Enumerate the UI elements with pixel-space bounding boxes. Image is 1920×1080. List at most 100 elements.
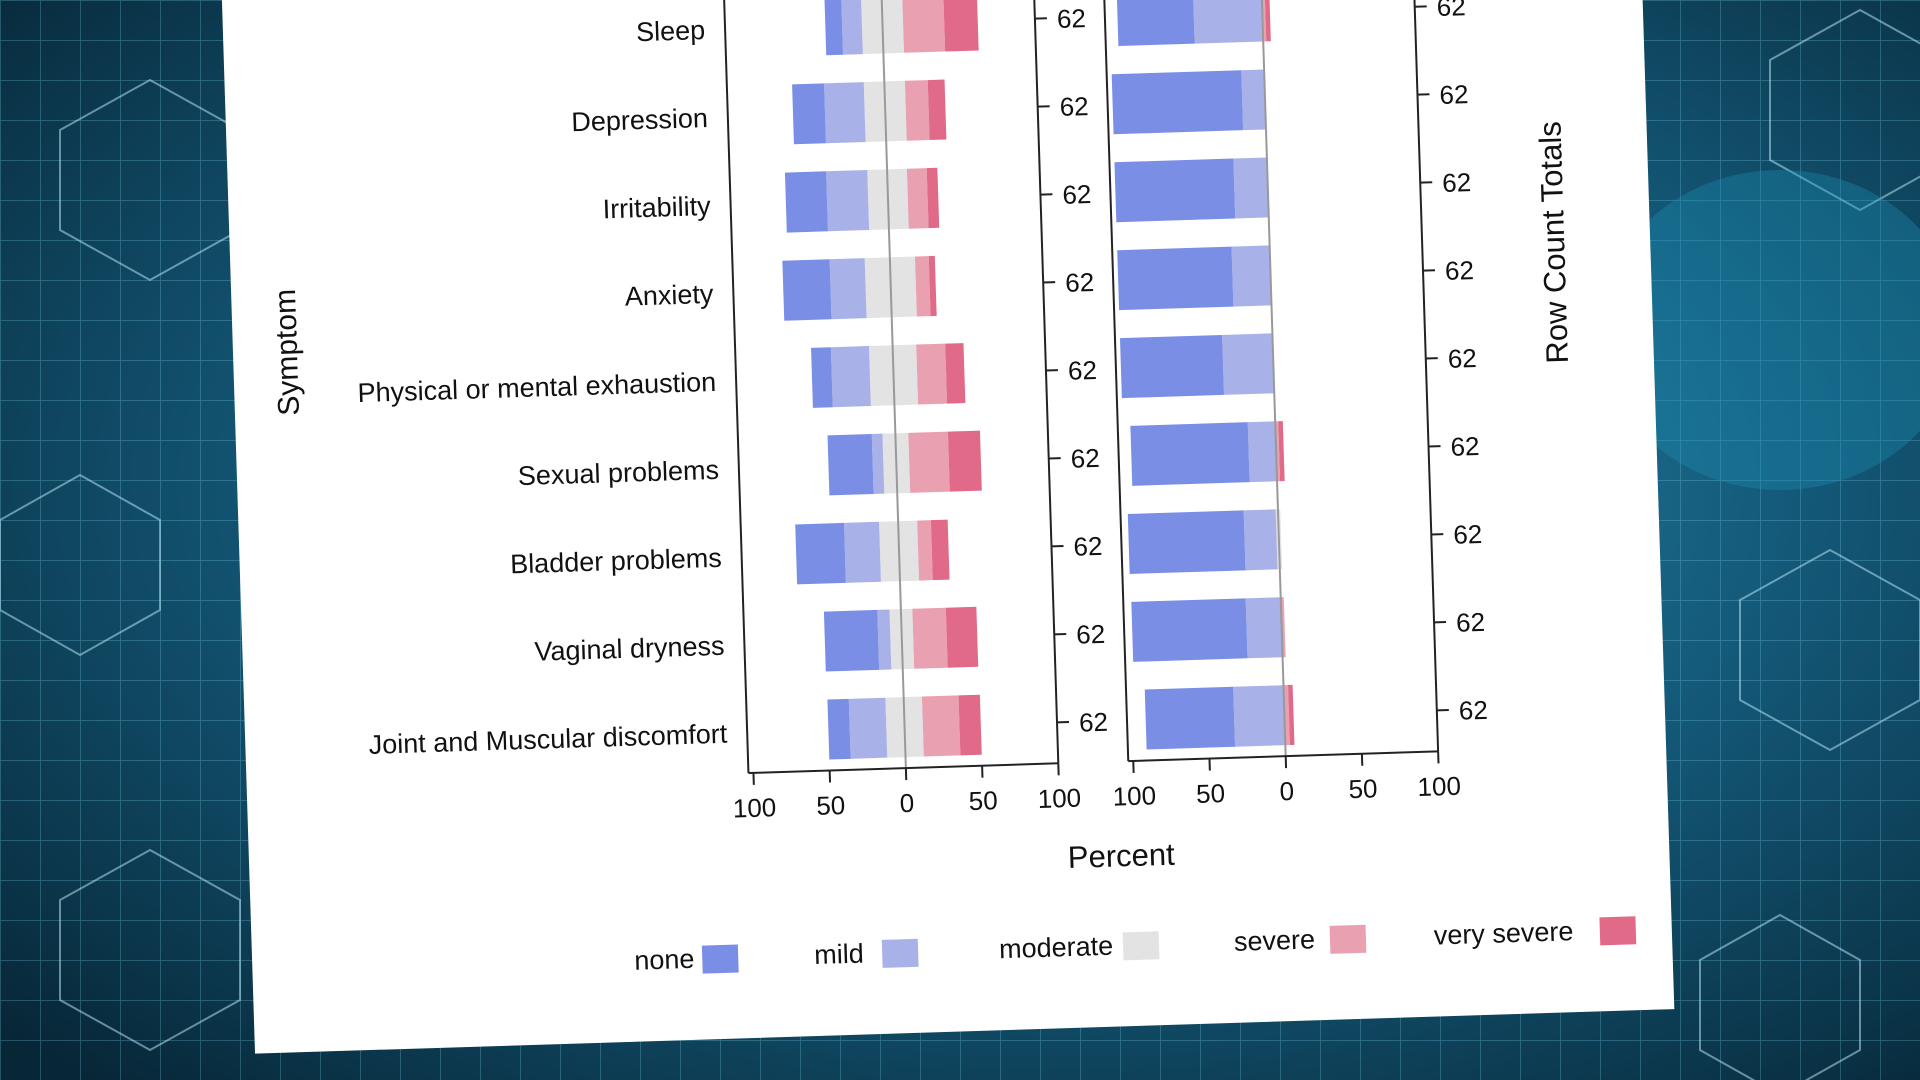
row-total-label: 62 [1065,267,1095,298]
row-total-label: 62 [1076,619,1106,650]
bar-segment [829,258,867,320]
category-label: Sexual problems [517,455,719,491]
bar-segment [1264,0,1271,42]
row-total-label: 62 [1056,3,1086,34]
bar-segment [792,83,826,145]
x-tick-label: 100 [1037,783,1081,814]
category-label: Vaginal dryness [534,631,725,667]
right-axis-title: Row Count Totals [1532,121,1575,364]
bar-segment [1111,70,1244,135]
x-tick-label: 50 [968,785,998,816]
bar-segment [830,346,871,408]
bar-segment [824,0,844,56]
bar-segment [930,519,950,581]
bar-segment [1130,422,1250,486]
legend: none mild moderate severe very severe [634,916,1637,976]
x-tick-label: 50 [816,790,846,821]
row-total-label: 62 [1059,91,1089,122]
legend-swatch [1599,916,1637,946]
x-tick-label: 100 [1417,771,1461,802]
bar-segment [823,609,880,672]
legend-label: mild [814,939,864,971]
bar-segment [1119,334,1224,399]
zero-line [879,0,907,769]
bar-segment [1144,686,1236,750]
row-total-label: 62 [1453,519,1483,550]
x-axis-title: Percent [1067,837,1175,875]
y-axis-title: Symptom [269,288,306,416]
bar-segment [917,520,933,581]
bar-segment [1288,684,1295,746]
bar-segment [1192,0,1264,44]
panel-left-axis [1101,0,1130,762]
row-total-label: 62 [1447,343,1477,374]
bar-segment [871,433,885,494]
x-tick-label: 100 [1112,780,1156,811]
row-total-label: 62 [1458,695,1488,726]
x-tick-label: 0 [1279,776,1294,806]
bar-segment [1241,69,1266,131]
x-axis-line [1128,750,1439,763]
bar-segment [827,698,851,760]
bar-segment [916,343,948,405]
bar-segment [1261,0,1267,42]
bar-segment [1114,158,1236,223]
bar-segment [1222,333,1275,395]
paper-sheet [221,0,1675,1054]
legend-label: none [634,944,695,976]
bar-segment [1243,509,1278,571]
bar-segment [827,433,874,496]
bar-segment [943,0,979,52]
bar-segment [841,0,863,55]
bar-segment [826,170,870,232]
bar-segment [926,167,940,229]
legend-label: severe [1234,924,1316,957]
row-total-label: 62 [1070,443,1100,474]
bar-segment [947,430,982,492]
bar-segment [912,607,948,669]
category-label: Depression [571,103,708,137]
bar-segment [927,79,947,141]
x-tick-label: 0 [899,788,914,818]
bar-segment [782,259,832,321]
category-label: Irritability [602,191,711,224]
row-total-label: 62 [1073,531,1103,562]
legend-swatch [881,938,919,968]
bar-segment [1245,597,1283,659]
legend-label: moderate [999,931,1114,965]
bar-segment [906,168,929,229]
x-axis-line [748,762,1059,775]
row-total-label: 62 [1442,167,1472,198]
bar-segment [1278,421,1285,482]
panel-right-axis [1032,0,1060,764]
bar-segment [811,347,833,408]
legend-swatch [1122,931,1160,961]
bar-segment [784,171,828,233]
category-label: Bladder problems [510,543,722,580]
bar-segment [908,431,950,493]
bar-segment [928,255,937,317]
row-total-label: 62 [1445,255,1475,286]
row-total-label: 62 [1062,179,1092,210]
legend-label: very severe [1433,916,1573,950]
panel-left-axis [722,0,750,774]
legend-swatch [1329,924,1367,954]
bar-segment [958,694,982,756]
bar-segment [945,343,966,404]
bar-segment [1247,421,1278,483]
x-tick-label: 50 [1196,778,1226,809]
row-total-label: 62 [1079,707,1109,738]
row-total-label: 62 [1439,79,1469,110]
panel-right-axis [1411,0,1440,752]
bar-segment [877,609,892,670]
row-total-label: 62 [1068,355,1098,386]
bar-segment [1127,510,1246,574]
bar-segment [844,521,881,583]
bar-segment [921,695,961,757]
bar-segment [824,82,866,144]
bar-segment [902,0,946,53]
bar-segment [1233,685,1286,747]
row-total-label: 62 [1456,607,1486,638]
bar-segment [904,80,930,141]
